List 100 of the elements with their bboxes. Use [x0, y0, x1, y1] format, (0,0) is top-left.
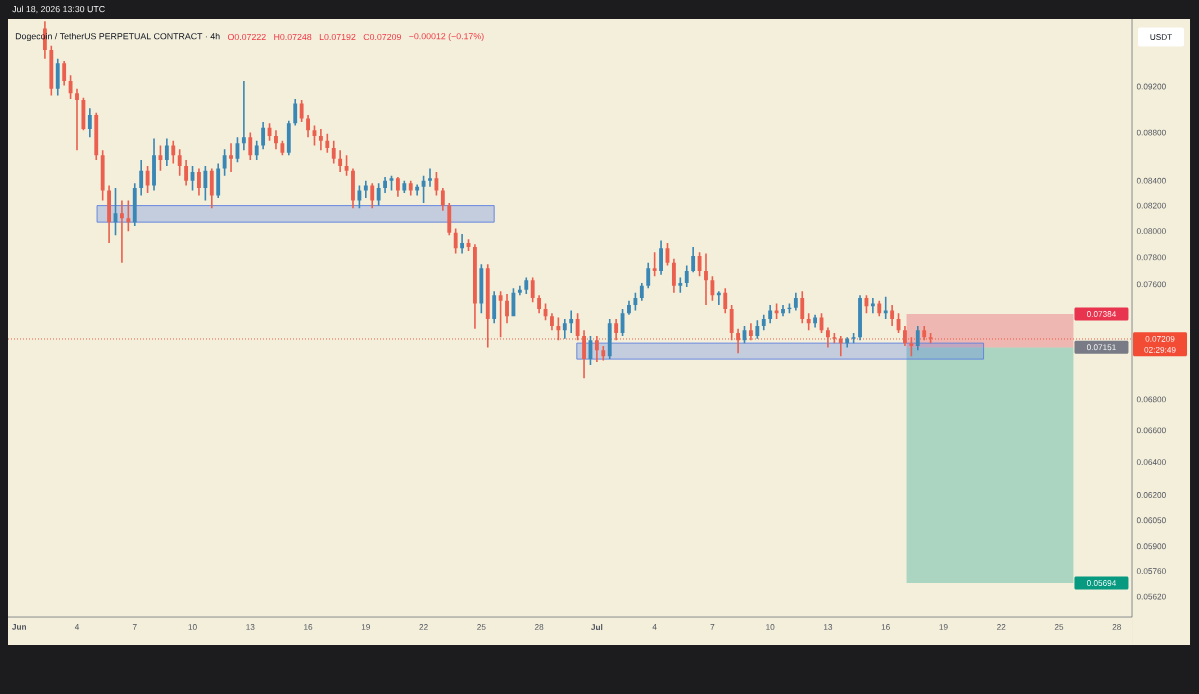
candlestick	[582, 330, 586, 379]
candlestick	[607, 318, 612, 360]
x-tick-label: 10	[188, 624, 197, 630]
candlestick	[922, 326, 927, 341]
candlestick	[152, 138, 156, 191]
annotation: 0.05694	[1086, 580, 1117, 586]
candlestick	[479, 264, 484, 314]
y-tick-label: 0.08000	[1136, 228, 1166, 235]
candlestick	[755, 320, 760, 339]
candlestick	[241, 80, 246, 151]
ref-line-label: 0.07209	[1145, 335, 1175, 342]
x-tick-label: 19	[361, 624, 370, 630]
candlestick	[748, 323, 753, 341]
candlestick	[460, 233, 465, 254]
candlestick	[524, 277, 529, 294]
y-tick-label: 0.06050	[1136, 517, 1166, 524]
candlestick	[357, 185, 362, 209]
candlestick	[338, 150, 343, 173]
candlestick	[890, 304, 895, 327]
candlestick	[331, 140, 336, 164]
candlestick	[415, 184, 420, 196]
annotation: O0.07222	[227, 33, 266, 41]
x-tick-label: 4	[74, 624, 80, 630]
candlestick	[858, 295, 862, 341]
candlestick	[877, 300, 882, 317]
candlestick	[62, 60, 67, 86]
x-tick-label: 13	[246, 624, 255, 630]
candlestick	[505, 293, 509, 324]
candlestick	[793, 292, 798, 311]
x-tick-label: 7	[710, 624, 715, 630]
y-tick-label: 0.07600	[1136, 281, 1166, 288]
y-tick-label: 0.05900	[1136, 543, 1166, 550]
candlestick	[716, 291, 721, 305]
y-tick-label: 0.05760	[1136, 568, 1166, 575]
candlestick	[222, 149, 227, 176]
x-tick-label: 4	[652, 624, 657, 630]
candlestick	[453, 228, 458, 254]
candlestick	[639, 282, 644, 301]
x-tick-label: 28	[1112, 624, 1121, 630]
candlestick	[659, 240, 663, 275]
x-tick-label: 28	[534, 624, 544, 630]
candlestick	[94, 112, 99, 160]
x-tick-label: Jul	[591, 624, 603, 631]
candlestick	[537, 295, 542, 314]
candlestick	[646, 262, 651, 289]
candlestick	[736, 328, 740, 354]
candlestick	[132, 183, 137, 226]
y-axis-title: USDT	[1150, 34, 1172, 40]
candlestick	[428, 168, 432, 187]
candlestick	[614, 318, 619, 341]
candlestick	[704, 253, 708, 305]
candlestick	[402, 180, 407, 194]
x-tick-label: 22	[419, 624, 428, 630]
candlestick	[601, 345, 606, 361]
candlestick	[171, 140, 176, 164]
candlestick	[395, 177, 400, 197]
candlestick	[440, 188, 445, 211]
candlestick	[883, 296, 888, 319]
candlestick	[569, 310, 574, 334]
candlestick	[768, 304, 773, 324]
candlestick	[376, 183, 381, 206]
candlestick	[145, 166, 150, 194]
candlestick	[164, 138, 169, 167]
y-tick-label: 0.08400	[1136, 177, 1166, 184]
candlestick	[229, 143, 233, 173]
x-tick-label: 25	[1054, 624, 1064, 630]
y-tick-label: 0.09200	[1136, 83, 1166, 90]
candlestick	[408, 180, 413, 196]
y-tick-label: 0.06200	[1136, 492, 1166, 498]
y-tick-label: 0.06400	[1136, 459, 1166, 466]
candlestick	[530, 277, 535, 303]
candlestick	[383, 177, 387, 194]
candlestick	[627, 300, 631, 315]
candlestick	[68, 75, 73, 99]
annotation: 0.07151	[1086, 344, 1116, 351]
candlestick	[800, 291, 805, 324]
candlestick	[55, 58, 60, 96]
candlestick	[915, 326, 920, 351]
annotation: H0.07248	[274, 33, 312, 41]
annotation: C0.07209	[363, 33, 401, 41]
candlestick	[261, 122, 266, 150]
chart-subtitle: Jul 18, 2026 13:30 UTC	[12, 5, 105, 14]
candlestick	[81, 97, 86, 131]
candlestick	[120, 200, 124, 263]
x-tick-label: 25	[477, 624, 486, 630]
candlestick	[75, 88, 79, 151]
x-tick-label: 16	[304, 624, 313, 630]
candlestick	[306, 115, 310, 138]
y-tick-label: 0.08200	[1136, 202, 1166, 209]
candlestick	[710, 276, 715, 301]
candlestick	[903, 326, 907, 346]
x-tick-label: 13	[824, 624, 833, 630]
candlestick	[293, 98, 298, 126]
candlestick	[100, 150, 105, 201]
candlestick	[216, 163, 221, 199]
candlestick	[575, 313, 580, 341]
y-tick-label: 0.08800	[1136, 129, 1166, 136]
candlestick	[139, 159, 144, 196]
candlestick	[280, 140, 285, 156]
candlestick	[729, 304, 734, 341]
